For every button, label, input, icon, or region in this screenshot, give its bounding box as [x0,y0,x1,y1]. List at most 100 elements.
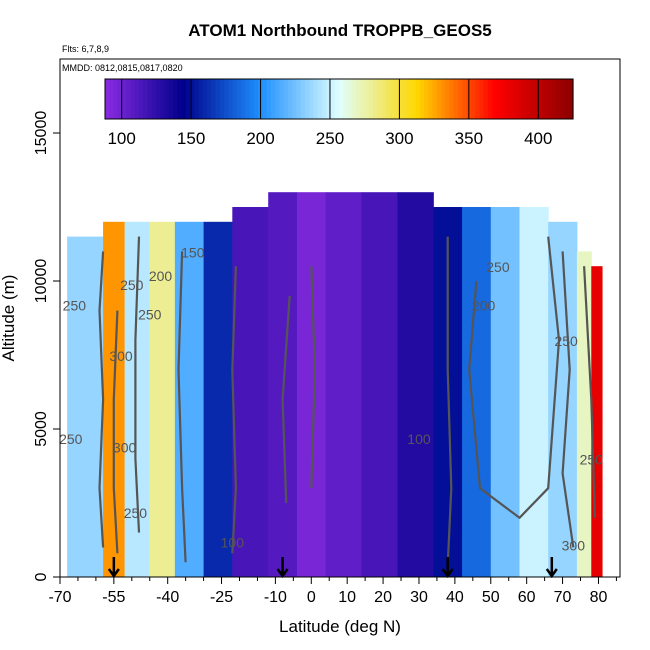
colorbar-swatch [173,79,178,119]
colorbar-swatch [453,79,459,119]
contour-label: 100 [407,431,431,447]
heatmap-cell [203,221,233,578]
colorbar-swatch [105,79,110,119]
heatmap-cell [325,192,363,577]
colorbar-swatch [411,79,417,119]
colorbar-swatch [560,79,566,119]
heatmap-cell [519,207,549,577]
contour-line [231,266,237,554]
colorbar-swatch [334,79,340,119]
chart-title: ATOM1 Northbound TROPPB_GEOS5 [188,21,492,40]
colorbar-swatch [177,79,183,119]
flight-marker-arrow [441,557,454,579]
colorbar-swatch [509,79,515,119]
colorbar-swatch [185,79,191,119]
colorbar-swatch [321,79,327,119]
colorbar-swatch [283,79,289,119]
colorbar-swatch [479,79,485,119]
x-tick-label: 70 [554,589,572,606]
y-tick-label: 5000 [33,411,50,447]
contour-line [561,251,575,548]
heatmap-cell [361,192,398,577]
contour-label: 300 [562,537,586,553]
contour-label: 300 [109,348,133,364]
contour-label: 150 [181,244,205,260]
x-tick-label: -70 [48,589,71,606]
colorbar-swatch [373,79,378,119]
colorbar-swatch [313,79,319,119]
colorbar-swatch [436,79,442,119]
contour-line [134,236,141,533]
colorbar-swatch [228,79,234,119]
contour-label: 250 [486,259,510,275]
y-tick-label: 0 [33,572,50,581]
colorbar-swatch [368,79,374,119]
heatmap-cell [232,207,269,577]
contour-line [310,266,316,489]
colorbar-swatch [351,79,357,119]
colorbar-swatch [202,79,208,119]
colorbar-swatch [394,79,400,119]
colorbar-swatch [245,79,251,119]
x-tick-label: -40 [156,589,179,606]
colorbar-swatch [266,79,272,119]
contour-label: 100 [221,534,245,550]
colorbar-swatch [462,79,468,119]
colorbar-swatch [381,79,387,119]
x-tick-label: 10 [338,589,356,606]
y-tick-label: 10000 [33,259,50,304]
colorbar-swatch [555,79,561,119]
colorbar-frame [104,78,574,120]
colorbar-swatch [160,79,166,119]
colorbar-swatch [513,79,519,119]
contour-label: 200 [472,298,496,314]
contour-label: 250 [124,505,148,521]
colorbar-swatch [398,79,404,119]
colorbar-swatch [215,79,221,119]
colorbar-swatch [402,79,408,119]
colorbar-swatch [385,79,391,119]
colorbar-swatch [224,79,229,119]
y-tick-label: 15000 [33,111,50,156]
colorbar-swatch [568,79,574,119]
colorbar-swatch [287,79,293,119]
colorbar-swatch [547,79,553,119]
colorbar-swatch [432,79,438,119]
colorbar-tick-label: 400 [524,129,552,148]
flight-marker-arrow [107,557,120,579]
colorbar-swatch [487,79,493,119]
colorbar-swatch [130,79,136,119]
colorbar-swatch [219,79,225,119]
colorbar-swatch [156,79,161,119]
colorbar-tick-label: 100 [107,129,135,148]
contour-line [583,266,596,518]
colorbar-swatch [526,79,532,119]
contour-layer: 250 250 250 250 300 300 250 200 150 100 100 200 250 2… [59,236,604,579]
heatmap-cell [397,192,434,577]
x-tick-label: 0 [307,589,316,606]
contour-label: 250 [580,452,604,468]
colorbar-swatch [122,79,127,119]
colorbar-swatch [377,79,383,119]
contour-label: 250 [120,277,144,293]
colorbar-swatch [517,79,523,119]
colorbar-swatch [151,79,157,119]
colorbar-swatch [168,79,174,119]
x-tick-label: 80 [590,589,608,606]
colorbar-swatch [232,79,238,119]
colorbar-swatch [147,79,153,119]
x-tick-label: -55 [102,589,125,606]
x-tick-label: -10 [264,589,287,606]
x-tick-label: -25 [210,589,233,606]
plot-layer [67,192,603,578]
colorbar-swatch [521,79,527,119]
contour-label: 250 [59,431,83,447]
colorbar-swatch [500,79,506,119]
colorbar-swatch [143,79,149,119]
colorbar-swatch [253,79,259,119]
colorbar-swatch [483,79,489,119]
colorbar-swatch [292,79,298,119]
colorbar-swatch [236,79,242,119]
colorbar-swatch [445,79,451,119]
